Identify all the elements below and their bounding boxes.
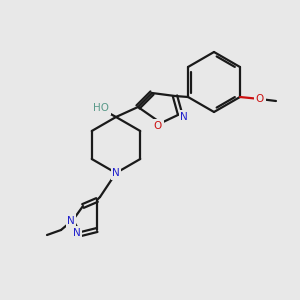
Text: N: N <box>180 112 188 122</box>
Text: N: N <box>67 216 75 226</box>
Text: N: N <box>112 168 120 178</box>
Text: O: O <box>256 94 264 104</box>
Text: O: O <box>154 121 162 131</box>
Text: N: N <box>73 228 81 238</box>
Text: HO: HO <box>93 103 109 113</box>
